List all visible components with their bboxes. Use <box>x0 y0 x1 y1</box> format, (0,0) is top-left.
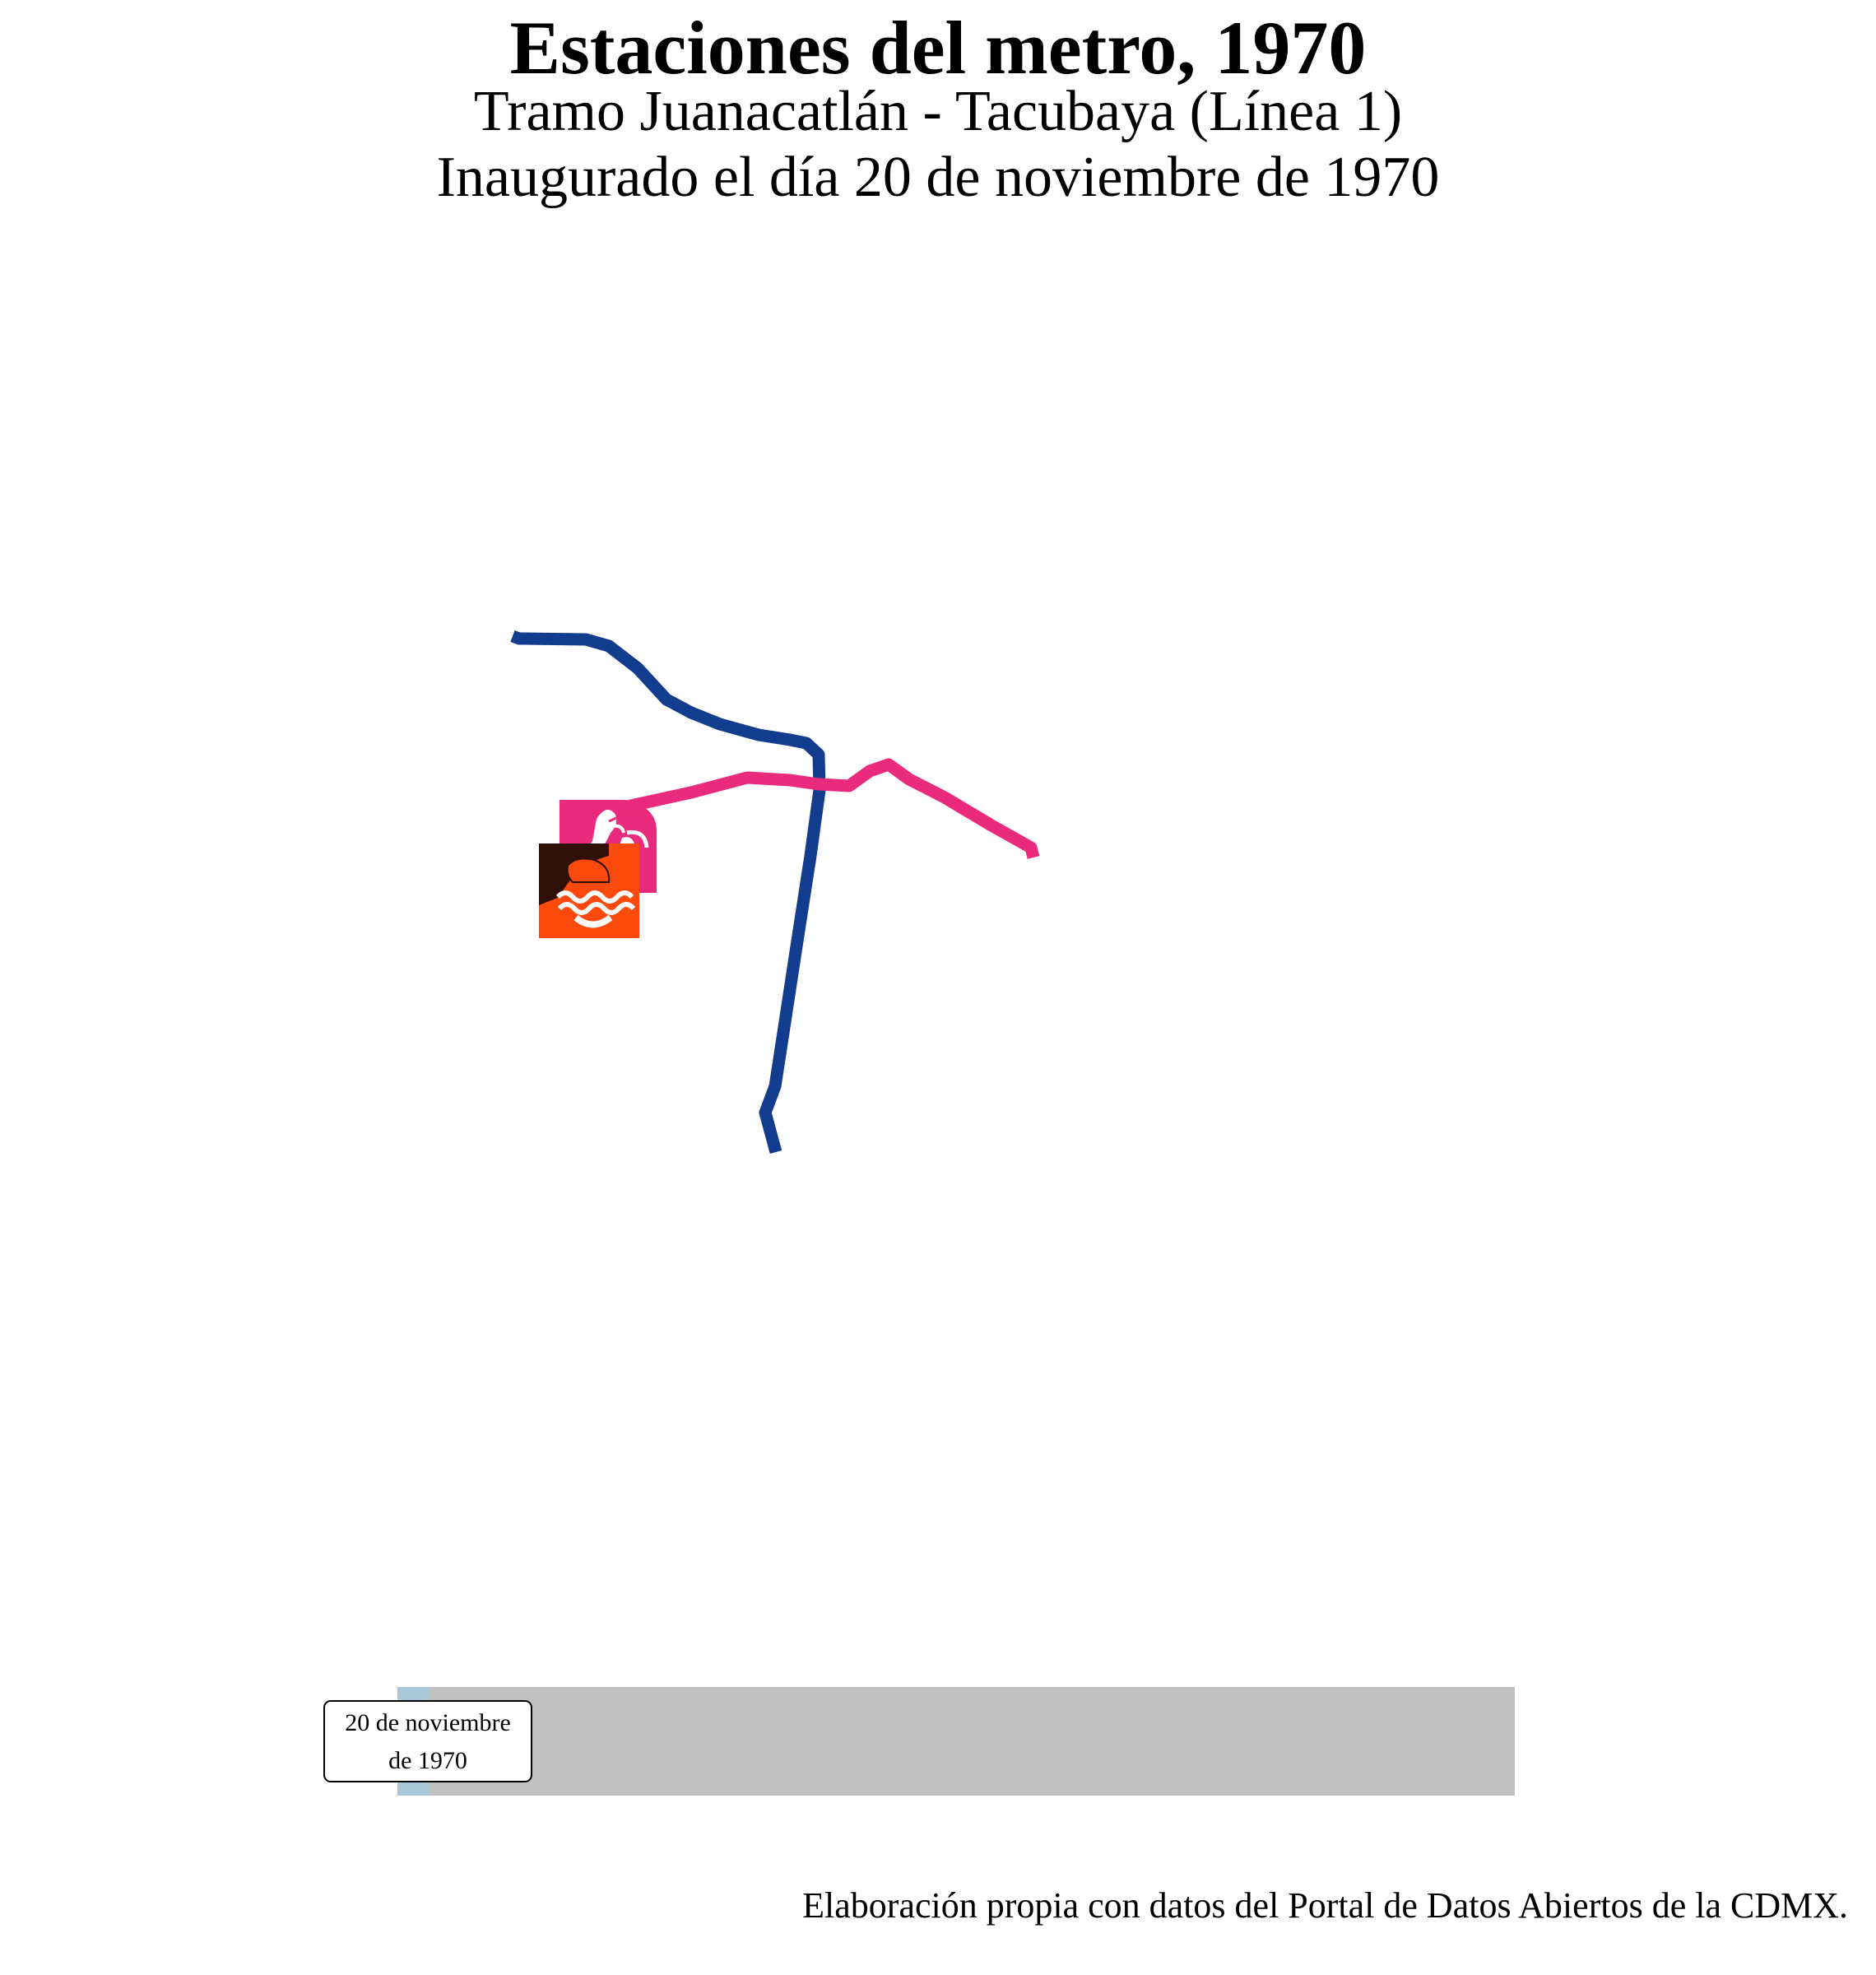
timeline-date-line1: 20 de noviembre <box>345 1709 511 1736</box>
timeline-track <box>397 1687 1515 1796</box>
map-subtitle: Tramo Juanacatlán - Tacubaya (Línea 1) <box>473 80 1403 143</box>
metro-line-7 <box>510 630 826 1154</box>
map-title: Estaciones del metro, 1970 <box>509 6 1367 90</box>
timeline-date-label: 20 de noviembre de 1970 <box>323 1700 532 1782</box>
source-caption: Elaboración propia con datos del Portal … <box>802 1885 1848 1926</box>
metro-line-1 <box>607 758 1040 859</box>
timeline-date-line2: de 1970 <box>388 1747 467 1774</box>
tacubaya-station-icon[interactable] <box>539 843 639 938</box>
map-subtitle-date: Inaugurado el día 20 de noviembre de 197… <box>436 146 1440 209</box>
